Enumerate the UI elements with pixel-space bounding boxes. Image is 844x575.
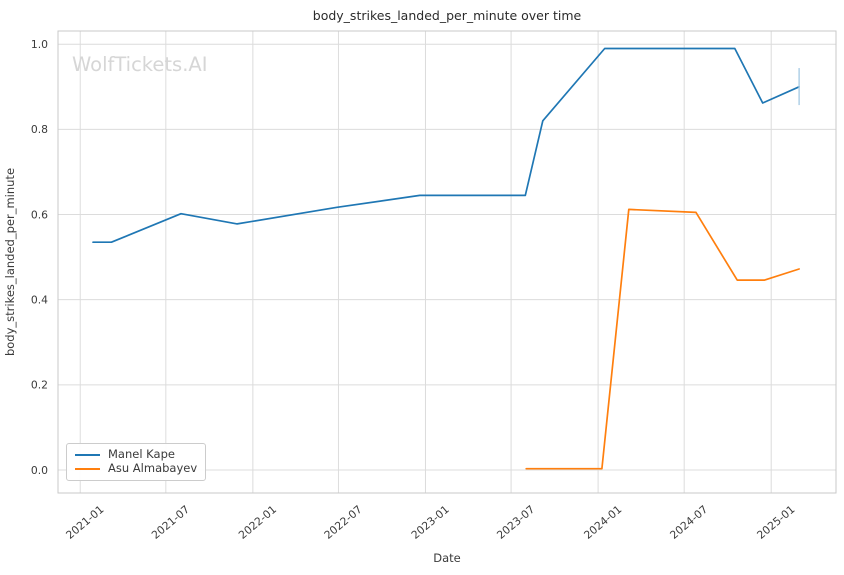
y-tick-labels: 0.0 0.2 0.4 0.6 0.8 1.0 [31, 38, 48, 477]
legend-label: Asu Almabayev [108, 461, 198, 476]
y-axis-label: body_strikes_landed_per_minute [3, 168, 17, 356]
legend-line-swatch [75, 468, 100, 470]
chart-title: body_strikes_landed_per_minute over time [313, 8, 582, 23]
legend-line-swatch [75, 454, 100, 456]
x-tick-label: 2023-01 [409, 503, 452, 542]
legend-label: Manel Kape [108, 447, 175, 462]
x-tick-label: 2025-01 [754, 503, 797, 542]
y-tick-label: 0.8 [31, 123, 48, 136]
chart-legend: Manel Kape Asu Almabayev [66, 443, 206, 481]
y-tick-label: 0.4 [31, 293, 48, 306]
x-tick-label: 2022-07 [322, 503, 365, 542]
series-lines [92, 47, 800, 470]
gridlines [58, 31, 836, 493]
y-tick-label: 0.2 [31, 379, 48, 392]
plot-area [58, 31, 836, 493]
x-tick-labels: 2021-01 2021-07 2022-01 2022-07 2023-01 2023-… [64, 503, 798, 542]
x-tick-label: 2024-07 [667, 503, 710, 542]
x-tick-label: 2022-01 [236, 503, 279, 542]
y-tick-label: 0.0 [31, 464, 48, 477]
x-tick-label: 2021-07 [149, 503, 192, 542]
x-tick-label: 2024-01 [581, 503, 624, 542]
watermark: WolfTickets.AI [72, 53, 208, 76]
y-tick-label: 1.0 [31, 38, 48, 51]
legend-item: Asu Almabayev [75, 462, 197, 476]
x-axis-label: Date [433, 551, 461, 565]
legend-item: Manel Kape [75, 448, 197, 462]
x-tick-label: 2021-01 [64, 503, 107, 542]
y-tick-label: 0.6 [31, 208, 48, 221]
series-line [92, 47, 800, 244]
x-tick-label: 2023-07 [494, 503, 537, 542]
series-line [525, 208, 800, 470]
plot-border [57, 30, 837, 494]
